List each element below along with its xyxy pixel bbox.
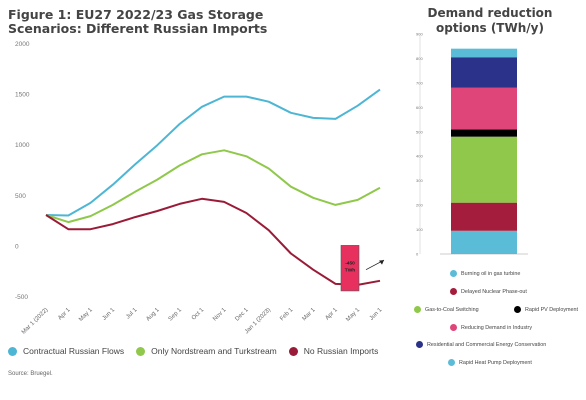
legend-item: Rapid Heat Pump Deployment [448, 359, 532, 366]
bar-segment [451, 136, 517, 203]
x-tick-label: May 1 [345, 307, 361, 323]
legend-label: Residential and Commercial Energy Conser… [427, 341, 547, 348]
y-tick-label: 1500 [15, 92, 30, 99]
legend-label: Only Nordstream and Turkstream [151, 346, 277, 356]
legend-item: Rapid PV Deployment [514, 306, 578, 313]
legend-swatch [416, 341, 423, 348]
x-tick-label: Oct 1 [191, 307, 206, 322]
x-tick-label: Aug 1 [145, 307, 161, 323]
x-tick-label: Apr 1 [57, 307, 72, 322]
x-tick-label: Feb 1 [279, 307, 295, 323]
legend-label: Rapid PV Deployment [525, 306, 579, 313]
legend-label: Reducing Demand in Industry [461, 324, 533, 331]
legend-item: Burning oil in gas turbine [450, 270, 520, 277]
legend-swatch [450, 288, 457, 295]
legend-swatch [288, 346, 298, 356]
shortfall-label: -450 [345, 261, 355, 267]
bar-segment [451, 129, 517, 137]
source-note: Source: Bruegel. [8, 371, 53, 377]
legend-swatch [8, 346, 17, 356]
legend-swatch [448, 359, 455, 366]
bar-segment [451, 48, 517, 58]
series-line [45, 149, 381, 224]
x-tick-label: Apr 1 [324, 307, 339, 322]
legend-item: Reducing Demand in Industry [450, 324, 532, 331]
line-chart-legend: Contractual Russian Flows Only Nordstream… [8, 346, 408, 356]
x-tick-label: Jun 1 [102, 307, 117, 322]
y-tick-label: 500 [15, 193, 26, 200]
demand-chart-title: Demand reduction options (TWh/y) [427, 6, 553, 35]
arrow-head [379, 260, 384, 265]
y-tick-label: -500 [15, 294, 28, 301]
legend-item: Contractual Russian Flows [8, 346, 124, 356]
bar-segment [451, 87, 517, 130]
legend-item: Gas-to-Coal Switching [414, 306, 479, 313]
series-line [45, 197, 381, 286]
legend-item: Delayed Nuclear Phase-out [450, 288, 527, 295]
bar-segment [451, 202, 517, 231]
shortfall-box [340, 245, 360, 292]
x-tick-label: Dec 1 [234, 307, 250, 323]
x-tick-label: Nov 1 [212, 307, 228, 323]
bar-segment [451, 57, 517, 88]
legend-item: Only Nordstream and Turkstream [136, 346, 277, 356]
legend-label: Contractual Russian Flows [23, 346, 125, 356]
shortfall-unit: TWh [345, 268, 355, 274]
legend-swatch [514, 306, 521, 313]
legend-swatch [136, 346, 146, 356]
bar-segment [451, 230, 517, 254]
x-tick-label: Jul 1 [125, 307, 139, 321]
legend-swatch [450, 270, 457, 277]
chart-title: Figure 1: EU27 2022/23 Gas Storage Scena… [8, 7, 268, 36]
legend-swatch [414, 306, 421, 313]
x-tick-label: Mar 1 [302, 307, 318, 323]
legend-label: Rapid Heat Pump Deployment [459, 359, 532, 366]
legend-label: Delayed Nuclear Phase-out [461, 288, 527, 295]
legend-item: No Russian Imports [288, 346, 379, 356]
y-tick-label: 0 [15, 243, 19, 250]
y-tick-label: 2000 [15, 41, 30, 48]
x-tick-label: Jun 1 [369, 307, 384, 322]
x-tick-label: Sep 1 [168, 307, 184, 323]
legend-item: Residential and Commercial Energy Conser… [416, 341, 546, 348]
series-line [45, 88, 381, 217]
legend-swatch [450, 324, 457, 331]
legend-label: No Russian Imports [303, 346, 379, 356]
legend-label: Burning oil in gas turbine [461, 270, 521, 277]
x-tick-label: Mar 1 (2022) [21, 307, 50, 336]
legend-label: Gas-to-Coal Switching [425, 306, 479, 313]
x-tick-label: May 1 [78, 307, 94, 323]
y-tick-label: 1000 [15, 142, 30, 149]
bar-y-tick-label: 0 [416, 252, 419, 257]
